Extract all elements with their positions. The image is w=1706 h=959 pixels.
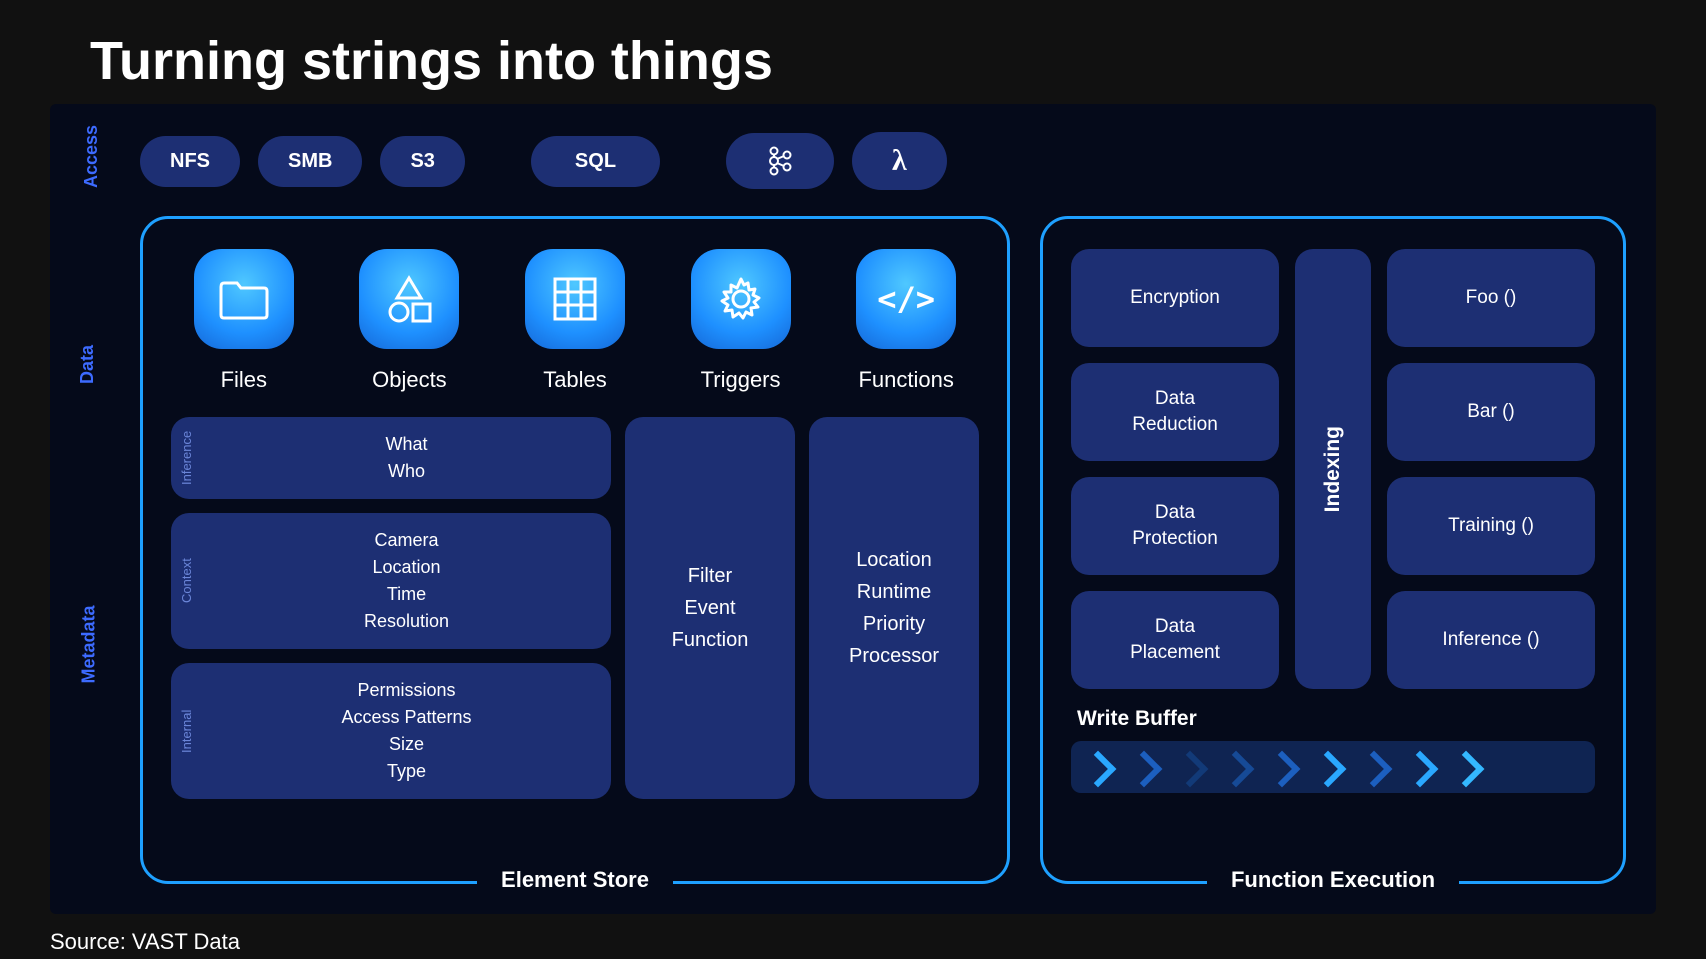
chevron-icon: [1447, 744, 1493, 790]
chevron-icon: [1263, 744, 1309, 790]
function-line: Priority: [863, 608, 925, 640]
shapes-icon: [359, 249, 459, 349]
fn-encryption: Encryption: [1071, 249, 1279, 347]
item-files: Files: [171, 249, 317, 393]
source-attribution: Source: VAST Data: [50, 929, 240, 955]
meta-inference: Inference What Who: [171, 417, 611, 499]
function-line: Runtime: [857, 576, 931, 608]
context-line: Resolution: [364, 608, 449, 635]
indexing-label: Indexing: [1321, 426, 1345, 512]
access-row: NFS SMB S3 SQL: [140, 124, 1626, 196]
internal-line: Permissions: [357, 677, 455, 704]
table-icon: [525, 249, 625, 349]
label-objects: Objects: [372, 367, 447, 393]
context-line: Time: [387, 581, 426, 608]
chevron-icon: [1309, 744, 1355, 790]
tag-internal: Internal: [171, 663, 202, 799]
pill-sql: SQL: [531, 136, 660, 187]
meta-internal: Internal Permissions Access Patterns Siz…: [171, 663, 611, 799]
trigger-line: Function: [672, 624, 749, 656]
code-icon: </>: [856, 249, 956, 349]
internal-line: Type: [387, 758, 426, 785]
function-line: Processor: [849, 640, 939, 672]
item-tables: Tables: [502, 249, 648, 393]
folder-icon: [194, 249, 294, 349]
chevron-icon: [1217, 744, 1263, 790]
pill-kafka-icon: [726, 133, 834, 189]
chevron-icon: [1355, 744, 1401, 790]
context-line: Location: [372, 554, 440, 581]
architecture-diagram: Access Data Metadata NFS SMB S3 SQL: [50, 104, 1656, 914]
label-files: Files: [221, 367, 267, 393]
pill-s3: S3: [380, 136, 464, 187]
label-tables: Tables: [543, 367, 607, 393]
fn-training: Training (): [1387, 477, 1595, 575]
function-execution-panel: Encryption DataReduction DataProtection …: [1040, 216, 1626, 884]
element-store-label: Element Store: [477, 867, 673, 893]
label-functions: Functions: [858, 367, 953, 393]
fn-data-placement: DataPlacement: [1071, 591, 1279, 689]
context-line: Camera: [374, 527, 438, 554]
function-execution-label: Function Execution: [1207, 867, 1459, 893]
meta-triggers-box: Filter Event Function: [625, 417, 795, 799]
internal-line: Size: [389, 731, 424, 758]
fn-foo: Foo (): [1387, 249, 1595, 347]
chevron-icon: [1079, 744, 1125, 790]
item-objects: Objects: [337, 249, 483, 393]
item-triggers: Triggers: [668, 249, 814, 393]
write-buffer-chevrons: [1071, 741, 1595, 793]
fn-inference: Inference (): [1387, 591, 1595, 689]
label-triggers: Triggers: [701, 367, 781, 393]
trigger-line: Filter: [688, 560, 732, 592]
chevron-icon: [1171, 744, 1217, 790]
chevron-icon: [1401, 744, 1447, 790]
fn-data-protection: DataProtection: [1071, 477, 1279, 575]
meta-functions-box: Location Runtime Priority Processor: [809, 417, 979, 799]
gear-icon: [691, 249, 791, 349]
tag-context: Context: [171, 513, 202, 649]
tag-inference: Inference: [171, 417, 202, 499]
pill-lambda-icon: λ: [852, 132, 947, 190]
side-label-access: Access: [81, 125, 102, 188]
element-store-panel: Files Objects: [140, 216, 1010, 884]
slide-title: Turning strings into things: [90, 30, 1656, 92]
fn-indexing: Indexing: [1295, 249, 1371, 689]
side-label-data: Data: [77, 345, 98, 384]
internal-line: Access Patterns: [341, 704, 471, 731]
write-buffer-label: Write Buffer: [1077, 707, 1595, 731]
fn-data-reduction: DataReduction: [1071, 363, 1279, 461]
trigger-line: Event: [684, 592, 735, 624]
pill-nfs: NFS: [140, 136, 240, 187]
item-functions: </> Functions: [833, 249, 979, 393]
side-label-metadata: Metadata: [79, 605, 100, 683]
fn-bar: Bar (): [1387, 363, 1595, 461]
chevron-icon: [1125, 744, 1171, 790]
meta-context: Context Camera Location Time Resolution: [171, 513, 611, 649]
function-line: Location: [856, 544, 932, 576]
inference-line: Who: [388, 458, 425, 485]
inference-line: What: [385, 431, 427, 458]
pill-smb: SMB: [258, 136, 362, 187]
